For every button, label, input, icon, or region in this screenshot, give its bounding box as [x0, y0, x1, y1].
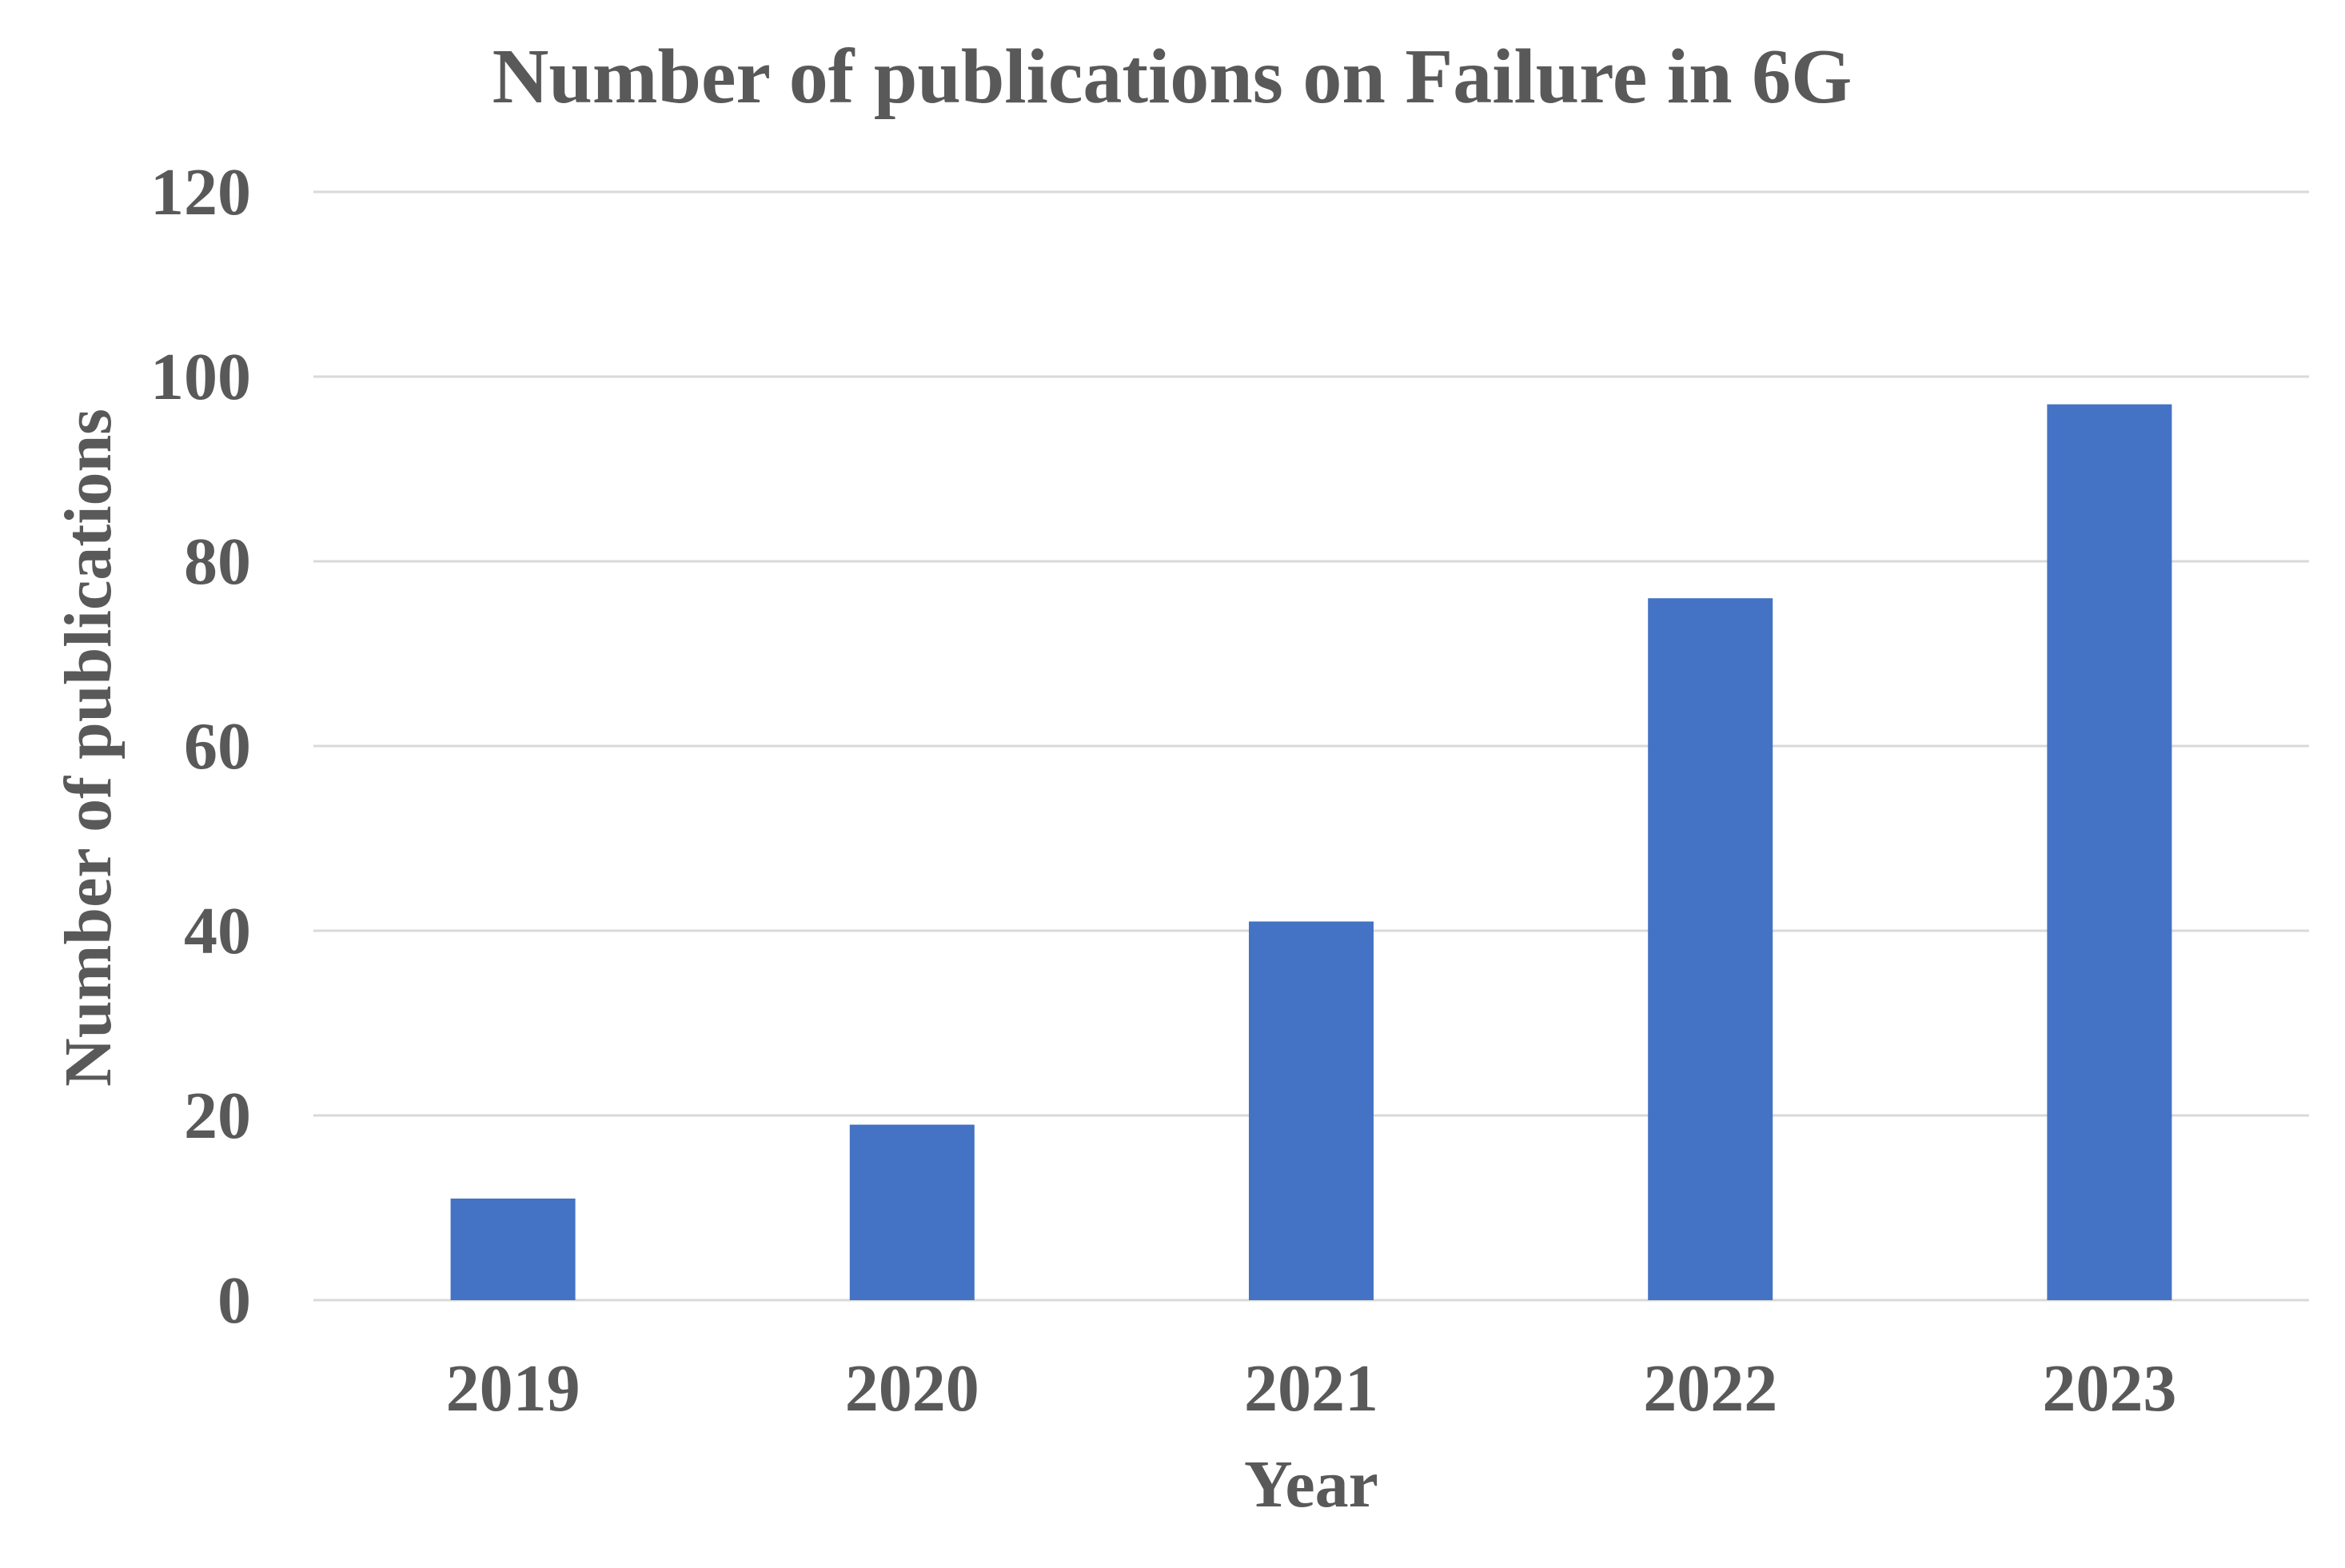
x-tick-label: 2019: [446, 1351, 580, 1426]
y-tick-label: 80: [184, 525, 251, 599]
x-axis-label: Year: [1244, 1447, 1378, 1522]
bar-2023: [2047, 404, 2172, 1300]
bar-2020: [849, 1124, 975, 1300]
chart-title: Number of publications on Failure in 6G: [493, 34, 1852, 120]
y-tick-label: 120: [150, 155, 251, 229]
x-tick-label: 2023: [2042, 1351, 2176, 1426]
bars: [450, 404, 2172, 1300]
x-tick-label: 2022: [1643, 1351, 1777, 1426]
y-axis-label: Number of publications: [51, 409, 126, 1087]
x-axis-ticks: 2019 2020 2021 2022 2023: [446, 1351, 2177, 1426]
y-tick-label: 100: [150, 340, 251, 414]
y-tick-label: 0: [217, 1263, 251, 1338]
bar-2021: [1249, 921, 1374, 1300]
bar-2022: [1648, 598, 1773, 1300]
y-axis-ticks: 0 20 40 60 80 100 120: [150, 155, 251, 1338]
y-tick-label: 20: [184, 1079, 251, 1153]
x-tick-label: 2020: [845, 1351, 979, 1426]
y-tick-label: 60: [184, 709, 251, 784]
y-tick-label: 40: [184, 894, 251, 968]
x-tick-label: 2021: [1244, 1351, 1378, 1426]
bar-2019: [450, 1198, 576, 1300]
